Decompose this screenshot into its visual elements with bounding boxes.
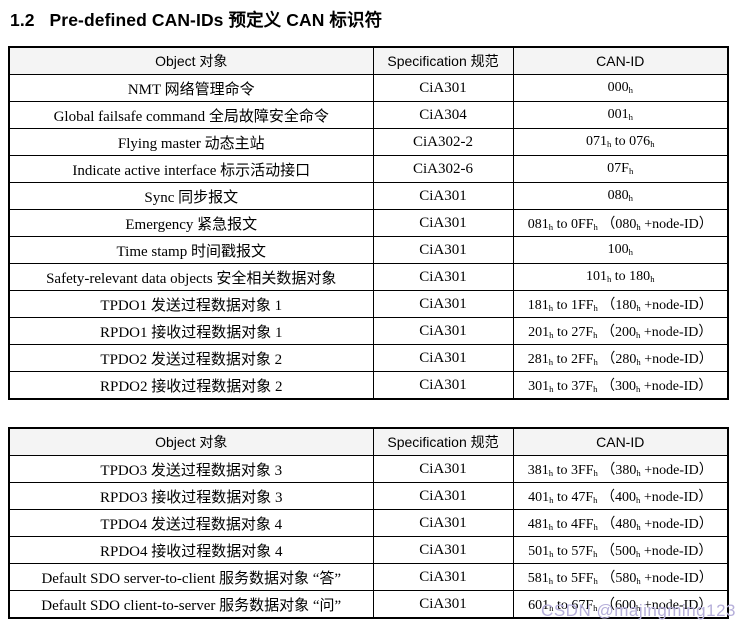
cell-object: Time stamp 时间戳报文 bbox=[8, 236, 374, 264]
cell-object: Global failsafe command 全局故障安全命令 bbox=[8, 101, 374, 129]
cell-object: TPDO4 发送过程数据对象 4 bbox=[8, 509, 374, 537]
table-row: Indicate active interface 标示活动接口 CiA302-6… bbox=[8, 155, 729, 183]
cell-spec: CiA301 bbox=[372, 344, 514, 372]
cell-spec: CiA301 bbox=[372, 236, 514, 264]
table-header-row: Object 对象 Specification 规范 CAN-ID bbox=[8, 46, 729, 75]
cell-canid: 071h to 076h bbox=[512, 128, 729, 156]
cell-object: NMT 网络管理命令 bbox=[8, 74, 374, 102]
cell-object: Flying master 动态主站 bbox=[8, 128, 374, 156]
table-row: Time stamp 时间戳报文 CiA301 100h bbox=[8, 236, 729, 264]
table-row: Sync 同步报文 CiA301 080h bbox=[8, 182, 729, 210]
table-row: TPDO1 发送过程数据对象 1 CiA301 181h to 1FFh （180h… bbox=[8, 290, 729, 318]
cell-spec: CiA301 bbox=[372, 290, 514, 318]
table-row: TPDO3 发送过程数据对象 3 CiA301 381h to 3FFh （380h… bbox=[8, 455, 729, 483]
cell-canid: 601h to 67Fh （600h +node-ID） bbox=[512, 590, 729, 619]
cell-canid: 000h bbox=[512, 74, 729, 102]
table-row: RPDO1 接收过程数据对象 1 CiA301 201h to 27Fh （200h… bbox=[8, 317, 729, 345]
can-id-table-1: Object 对象 Specification 规范 CAN-ID NMT 网络… bbox=[8, 46, 729, 400]
cell-object: TPDO3 发送过程数据对象 3 bbox=[8, 455, 374, 483]
cell-canid: 381h to 3FFh （380h +node-ID） bbox=[512, 455, 729, 483]
cell-spec: CiA301 bbox=[372, 209, 514, 237]
cell-object: Sync 同步报文 bbox=[8, 182, 374, 210]
table-row: TPDO2 发送过程数据对象 2 CiA301 281h to 2FFh （280h… bbox=[8, 344, 729, 372]
cell-spec: CiA304 bbox=[372, 101, 514, 129]
cell-spec: CiA302-6 bbox=[372, 155, 514, 183]
cell-spec: CiA301 bbox=[372, 455, 514, 483]
table-row: RPDO3 接收过程数据对象 3 CiA301 401h to 47Fh （400h… bbox=[8, 482, 729, 510]
cell-object: Default SDO server-to-client 服务数据对象 “答” bbox=[8, 563, 374, 591]
cell-spec: CiA301 bbox=[372, 317, 514, 345]
cell-object: RPDO3 接收过程数据对象 3 bbox=[8, 482, 374, 510]
table-row: NMT 网络管理命令 CiA301 000h bbox=[8, 74, 729, 102]
cell-spec: CiA301 bbox=[372, 74, 514, 102]
cell-spec: CiA301 bbox=[372, 182, 514, 210]
cell-object: TPDO1 发送过程数据对象 1 bbox=[8, 290, 374, 318]
table-header-row: Object 对象 Specification 规范 CAN-ID bbox=[8, 427, 729, 456]
cell-canid: 301h to 37Fh （300h +node-ID） bbox=[512, 371, 729, 400]
column-header-can-id: CAN-ID bbox=[512, 427, 729, 456]
can-id-table-2: Object 对象 Specification 规范 CAN-ID TPDO3 … bbox=[8, 427, 729, 619]
column-header-can-id: CAN-ID bbox=[512, 46, 729, 75]
column-header-specification: Specification 规范 bbox=[372, 46, 514, 75]
cell-canid: 081h to 0FFh （080h +node-ID） bbox=[512, 209, 729, 237]
cell-object: TPDO2 发送过程数据对象 2 bbox=[8, 344, 374, 372]
cell-spec: CiA301 bbox=[372, 509, 514, 537]
cell-canid: 080h bbox=[512, 182, 729, 210]
table-row: RPDO2 接收过程数据对象 2 CiA301 301h to 37Fh （300h… bbox=[8, 371, 729, 400]
column-header-object: Object 对象 bbox=[8, 427, 374, 456]
table-row: Default SDO server-to-client 服务数据对象 “答” C… bbox=[8, 563, 729, 591]
cell-canid: 481h to 4FFh （480h +node-ID） bbox=[512, 509, 729, 537]
table-row: Global failsafe command 全局故障安全命令 CiA304 00… bbox=[8, 101, 729, 129]
table-row: Safety-relevant data objects 安全相关数据对象 CiA… bbox=[8, 263, 729, 291]
table-row: Emergency 紧急报文 CiA301 081h to 0FFh （080h +… bbox=[8, 209, 729, 237]
cell-spec: CiA301 bbox=[372, 563, 514, 591]
cell-object: RPDO2 接收过程数据对象 2 bbox=[8, 371, 374, 400]
page-title: 1.2 Pre-defined CAN-IDs 预定义 CAN 标识符 bbox=[10, 10, 383, 30]
cell-spec: CiA302-2 bbox=[372, 128, 514, 156]
cell-canid: 181h to 1FFh （180h +node-ID） bbox=[512, 290, 729, 318]
cell-spec: CiA301 bbox=[372, 590, 514, 619]
cell-canid: 100h bbox=[512, 236, 729, 264]
cell-canid: 401h to 47Fh （400h +node-ID） bbox=[512, 482, 729, 510]
cell-object: Safety-relevant data objects 安全相关数据对象 bbox=[8, 263, 374, 291]
cell-canid: 101h to 180h bbox=[512, 263, 729, 291]
column-header-specification: Specification 规范 bbox=[372, 427, 514, 456]
cell-spec: CiA301 bbox=[372, 371, 514, 400]
cell-object: Emergency 紧急报文 bbox=[8, 209, 374, 237]
column-header-object: Object 对象 bbox=[8, 46, 374, 75]
table-row: TPDO4 发送过程数据对象 4 CiA301 481h to 4FFh （480h… bbox=[8, 509, 729, 537]
table-row: Flying master 动态主站 CiA302-2 071h to 076h bbox=[8, 128, 729, 156]
cell-canid: 281h to 2FFh （280h +node-ID） bbox=[512, 344, 729, 372]
table-row: RPDO4 接收过程数据对象 4 CiA301 501h to 57Fh （500h… bbox=[8, 536, 729, 564]
table-row: Default SDO client-to-server 服务数据对象 “问” C… bbox=[8, 590, 729, 619]
cell-canid: 501h to 57Fh （500h +node-ID） bbox=[512, 536, 729, 564]
cell-canid: 581h to 5FFh （580h +node-ID） bbox=[512, 563, 729, 591]
cell-canid: 201h to 27Fh （200h +node-ID） bbox=[512, 317, 729, 345]
cell-object: Default SDO client-to-server 服务数据对象 “问” bbox=[8, 590, 374, 619]
cell-object: Indicate active interface 标示活动接口 bbox=[8, 155, 374, 183]
cell-canid: 001h bbox=[512, 101, 729, 129]
cell-spec: CiA301 bbox=[372, 536, 514, 564]
cell-spec: CiA301 bbox=[372, 263, 514, 291]
cell-canid: 07Fh bbox=[512, 155, 729, 183]
cell-object: RPDO4 接收过程数据对象 4 bbox=[8, 536, 374, 564]
cell-spec: CiA301 bbox=[372, 482, 514, 510]
cell-object: RPDO1 接收过程数据对象 1 bbox=[8, 317, 374, 345]
